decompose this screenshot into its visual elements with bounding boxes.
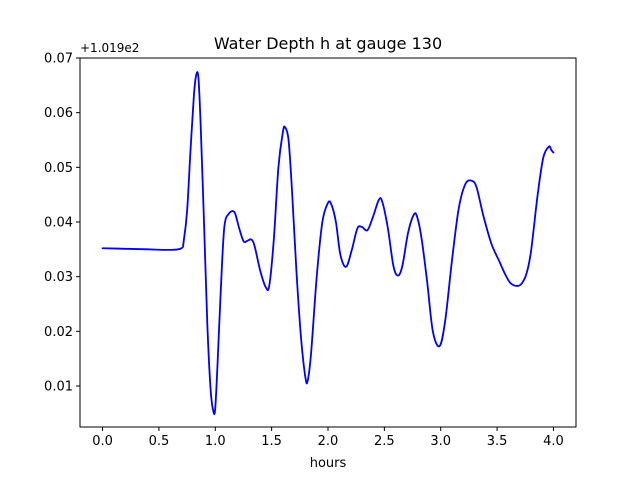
y-tick-label: 0.06 <box>44 106 73 121</box>
series-line <box>101 71 555 416</box>
chart-title: Water Depth h at gauge 130 <box>214 34 442 53</box>
axes-frame <box>79 57 577 428</box>
x-tick-label: 1.0 <box>205 434 226 449</box>
y-tick-label: 0.01 <box>44 380 73 395</box>
x-tick-label: 0.5 <box>149 434 170 449</box>
x-tick-label: 3.0 <box>430 434 451 449</box>
axis-ticks: 0.0 0.5 1.0 1.5 2.0 2.5 3.0 3.5 4.0 0.01 0.02 0.03 0… <box>44 52 564 450</box>
y-tick-label: 0.04 <box>44 216 73 231</box>
x-tick-label: 1.5 <box>261 434 282 449</box>
y-tick-label: 0.05 <box>44 161 73 176</box>
x-tick-label: 2.0 <box>318 434 339 449</box>
y-tick-label: 0.03 <box>44 270 73 285</box>
x-tick-label: 4.0 <box>543 434 564 449</box>
x-tick-label: 2.5 <box>374 434 395 449</box>
x-tick-label: 0.0 <box>92 434 113 449</box>
x-tick-label: 3.5 <box>487 434 508 449</box>
plot-area <box>101 71 555 416</box>
x-axis-label: hours <box>310 456 347 471</box>
y-tick-label: 0.07 <box>44 52 73 67</box>
y-tick-label: 0.02 <box>44 325 73 340</box>
y-axis-offset-label: +1.019e2 <box>80 41 139 55</box>
